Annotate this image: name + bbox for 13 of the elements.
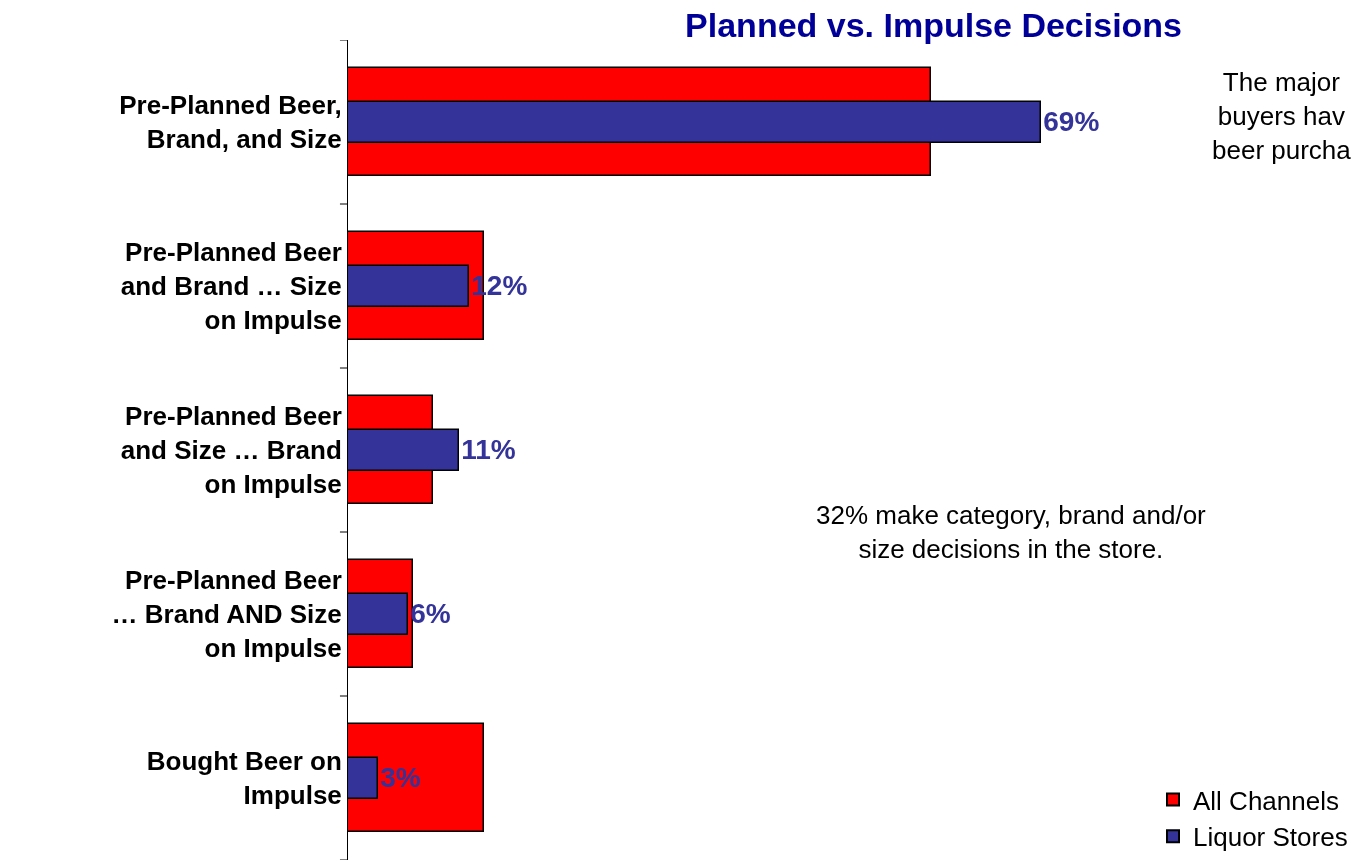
y-tick-label: Pre-Planned Beer and Brand … Size on Impulse <box>120 237 342 335</box>
y-tick-label: Pre-Planned Beer, Brand, and Size <box>119 90 342 154</box>
data-label: 11% <box>461 434 516 466</box>
y-tick-label: Pre-Planned Beer and Size … Brand on Impulse <box>120 401 342 499</box>
annotation: The major buyers hav beer purcha <box>1212 67 1352 165</box>
annotation: 32% make category, brand and/or size decisions in the store. <box>816 500 1207 564</box>
y-tick-label: Bought Beer on Impulse <box>146 746 342 810</box>
chart-title: Planned vs. Impulse Decisions <box>685 5 1183 44</box>
y-tick-label: Pre-Planned Beer … Brand AND Size on Impulse <box>111 565 342 663</box>
legend-label: Liquor Stores <box>1193 822 1348 853</box>
data-label: 3% <box>380 762 421 794</box>
legend-label: All Channels <box>1193 785 1339 816</box>
data-label: 69% <box>1043 106 1100 138</box>
